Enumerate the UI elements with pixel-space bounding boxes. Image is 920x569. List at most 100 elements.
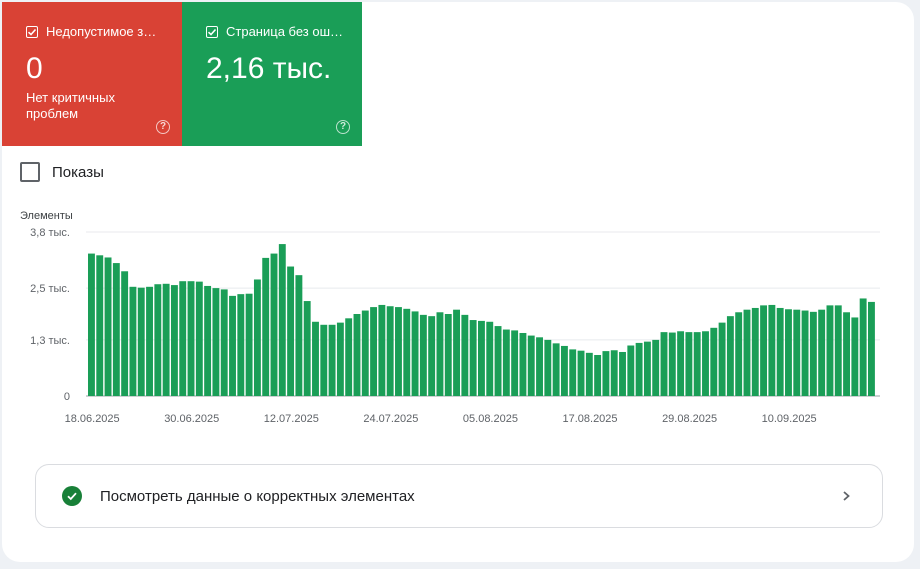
impressions-label: Показы xyxy=(52,164,104,181)
data-bar xyxy=(661,332,668,396)
tile-title: Страница без ош… xyxy=(226,24,343,39)
tile-value: 0 xyxy=(26,52,43,86)
data-bar xyxy=(569,349,576,396)
data-bar xyxy=(121,271,128,396)
data-bar xyxy=(196,282,203,396)
data-bar xyxy=(163,284,170,396)
data-bar xyxy=(677,331,684,396)
view-valid-items-label: Посмотреть данные о корректных элементах xyxy=(100,488,840,505)
data-bar xyxy=(710,328,717,396)
data-bar xyxy=(428,316,435,396)
data-bar xyxy=(536,337,543,396)
data-bar xyxy=(254,279,261,396)
data-bar xyxy=(810,312,817,396)
data-bar xyxy=(329,325,336,396)
data-bar xyxy=(752,308,759,396)
chevron-right-icon xyxy=(840,490,852,502)
data-bar xyxy=(519,333,526,396)
data-bar xyxy=(345,318,352,396)
data-bar xyxy=(602,351,609,396)
data-bar xyxy=(229,296,236,396)
data-bar xyxy=(271,254,278,396)
checkbox-unchecked-icon[interactable] xyxy=(20,162,40,182)
data-bar xyxy=(851,317,858,396)
y-tick-label: 1,3 тыс. xyxy=(30,335,70,347)
data-bar xyxy=(768,305,775,396)
data-bar xyxy=(511,330,518,396)
tile-header: Недопустимое з… xyxy=(26,24,166,39)
data-bar xyxy=(96,255,103,396)
data-bar xyxy=(478,321,485,396)
tile-header: Страница без ош… xyxy=(206,24,346,39)
data-bar xyxy=(644,342,651,396)
data-bar xyxy=(295,275,302,396)
data-bar xyxy=(860,298,867,396)
tile-subtitle: Нет критичных проблем xyxy=(26,90,146,122)
impressions-toggle[interactable]: Показы xyxy=(20,162,104,182)
data-bar xyxy=(154,284,161,396)
data-bar xyxy=(188,281,195,396)
x-tick-label: 29.08.2025 xyxy=(662,413,717,425)
y-tick-label: 2,5 тыс. xyxy=(30,283,70,295)
data-bar xyxy=(287,267,294,396)
valid-items-tile[interactable]: Страница без ош… 2,16 тыс. ? xyxy=(182,2,362,146)
data-bar xyxy=(320,325,327,396)
data-bar xyxy=(553,343,560,396)
data-bar xyxy=(503,330,510,396)
data-bar xyxy=(561,346,568,396)
data-bar xyxy=(262,258,269,396)
data-bar xyxy=(461,315,468,396)
check-circle-icon xyxy=(62,486,82,506)
data-bar xyxy=(362,311,369,396)
y-axis-label: Элементы xyxy=(20,210,73,222)
data-bar xyxy=(304,301,311,396)
data-bar xyxy=(312,322,319,396)
x-tick-label: 05.08.2025 xyxy=(463,413,518,425)
view-valid-items-link[interactable]: Посмотреть данные о корректных элементах xyxy=(35,464,883,528)
data-bar xyxy=(544,340,551,396)
y-tick-label: 0 xyxy=(64,391,70,403)
tile-value: 2,16 тыс. xyxy=(206,52,331,86)
help-icon[interactable]: ? xyxy=(156,120,170,134)
data-bar xyxy=(611,350,618,396)
data-bar xyxy=(785,309,792,396)
data-bar xyxy=(594,355,601,396)
data-bar xyxy=(337,323,344,396)
data-bar xyxy=(221,289,228,396)
data-bar xyxy=(370,307,377,396)
data-bar xyxy=(354,314,361,396)
checkbox-checked-icon[interactable] xyxy=(206,26,218,38)
tile-title: Недопустимое з… xyxy=(46,24,156,39)
items-bar-chart: Элементы 3,8 тыс. 2,5 тыс. 1,3 тыс. 0 18.06.2… xyxy=(2,198,902,438)
y-tick-label: 3,8 тыс. xyxy=(30,227,70,239)
data-bar xyxy=(777,308,784,396)
data-bar xyxy=(453,310,460,396)
data-bar xyxy=(694,332,701,396)
data-bar xyxy=(586,353,593,396)
data-bar xyxy=(246,294,253,396)
report-card: Недопустимое з… 0 Нет критичных проблем … xyxy=(2,2,914,562)
checkbox-checked-icon[interactable] xyxy=(26,26,38,38)
data-bar xyxy=(760,305,767,396)
data-bar xyxy=(719,323,726,396)
data-bar xyxy=(105,257,112,396)
data-bar xyxy=(843,312,850,396)
data-bar xyxy=(146,287,153,396)
x-tick-label: 18.06.2025 xyxy=(65,413,120,425)
data-bar xyxy=(88,254,95,396)
x-tick-label: 12.07.2025 xyxy=(264,413,319,425)
data-bar xyxy=(802,311,809,396)
data-bar xyxy=(652,340,659,396)
data-bar xyxy=(818,310,825,396)
data-bar xyxy=(735,312,742,396)
data-bar xyxy=(171,285,178,396)
data-bar xyxy=(685,332,692,396)
help-icon[interactable]: ? xyxy=(336,120,350,134)
data-bar xyxy=(868,302,875,396)
data-bar xyxy=(437,312,444,396)
invalid-items-tile[interactable]: Недопустимое з… 0 Нет критичных проблем … xyxy=(2,2,182,146)
x-tick-label: 30.06.2025 xyxy=(164,413,219,425)
data-bar xyxy=(445,314,452,396)
data-bar xyxy=(528,336,535,396)
data-bar xyxy=(636,343,643,396)
